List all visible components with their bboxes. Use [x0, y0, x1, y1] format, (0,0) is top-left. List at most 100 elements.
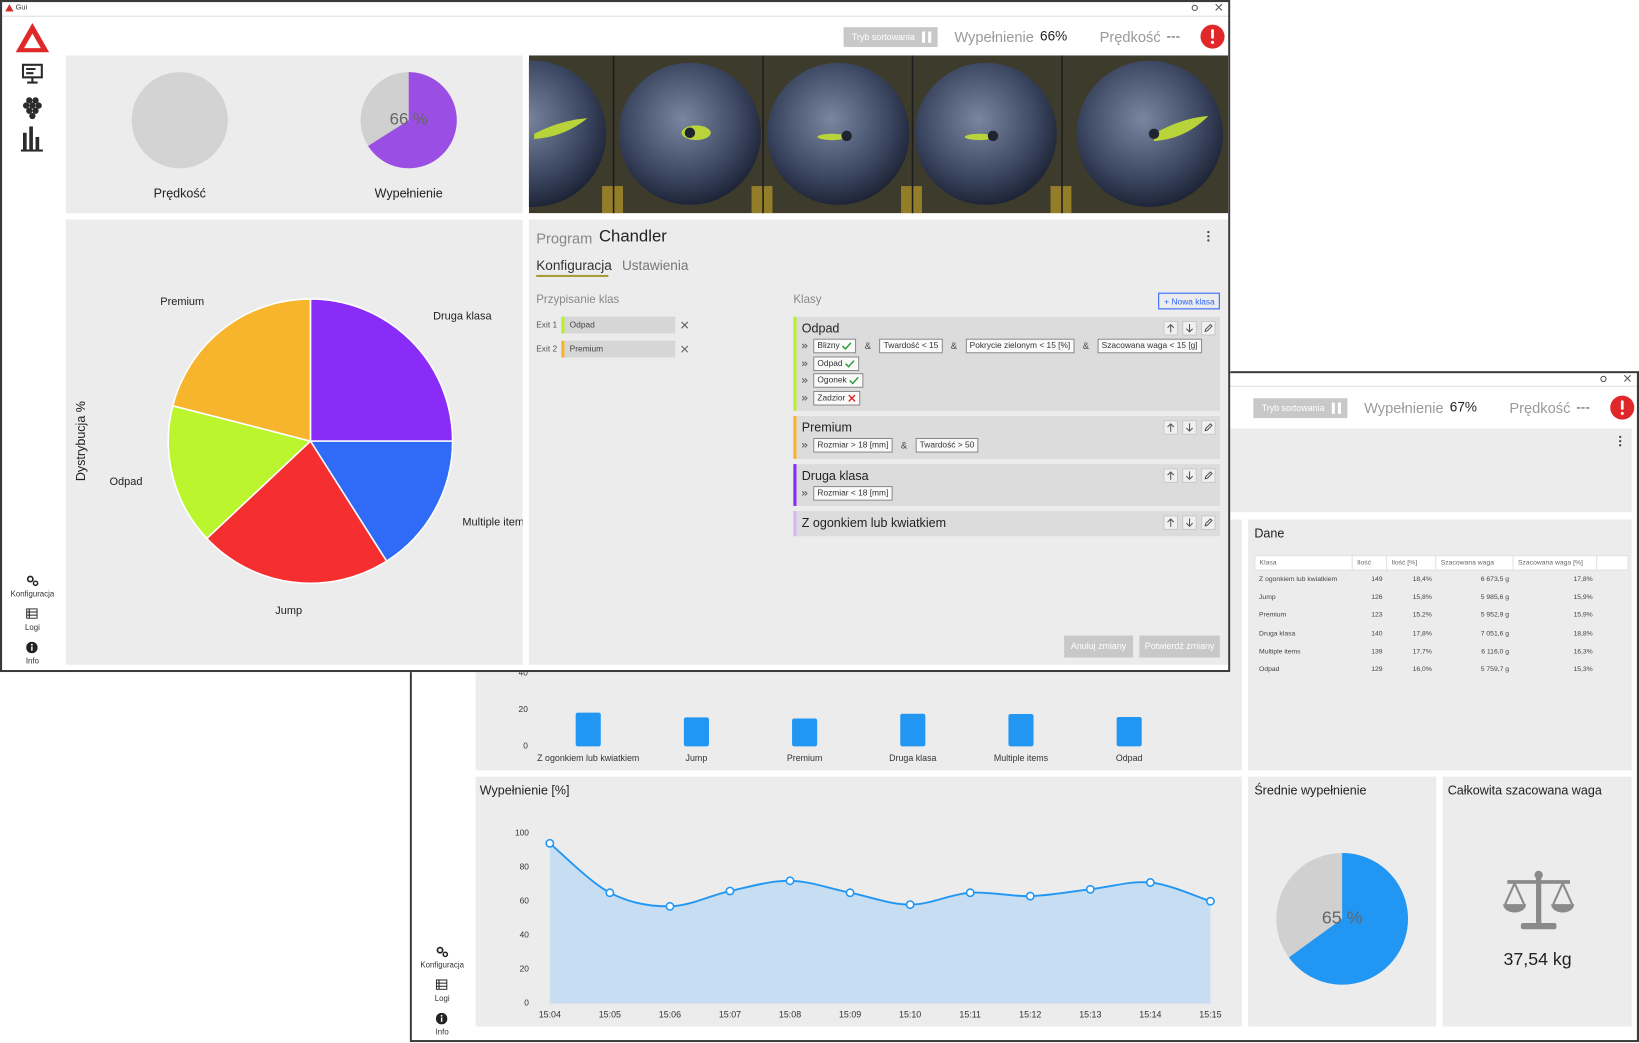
icon-shape — [1204, 518, 1213, 527]
y-axis-label: Dystrybucja % — [74, 401, 88, 481]
nav-icon[interactable] — [435, 1012, 448, 1025]
icon-shape — [20, 149, 43, 152]
nav-label[interactable]: Konfiguracja — [420, 960, 464, 970]
class-edit-button[interactable] — [1201, 467, 1216, 483]
window-controls[interactable] — [1188, 3, 1226, 12]
data-cell: 5 759,7 g — [1480, 665, 1510, 674]
exit-class-box[interactable]: Premium — [561, 340, 676, 358]
icon-shape — [1551, 904, 1575, 913]
class-up-button[interactable] — [1163, 320, 1179, 336]
icon — [1184, 323, 1194, 333]
action-button[interactable]: Anuluj zmiany — [1064, 635, 1134, 658]
rule-term: Rozmiar < 18 [mm] — [813, 485, 893, 501]
class-name: Z ogonkiem lub kwiatkiem — [801, 515, 947, 530]
icon-shape — [801, 378, 808, 384]
new-class-button[interactable]: + Nowa klasa — [1158, 292, 1220, 310]
alert-button[interactable] — [1610, 395, 1635, 420]
rule-term: Szacowana waga < 15 [g] — [1097, 338, 1202, 354]
class-card: Odpad Blizny & Twardość < 15 & Pokrycie zielo… — [793, 316, 1220, 411]
icon-shape — [1507, 880, 1571, 884]
sort-mode-button[interactable]: Tryb sortowania — [1253, 398, 1348, 419]
alert-button[interactable] — [1200, 24, 1225, 49]
data-cell: 7 051,6 g — [1480, 629, 1510, 638]
x-tick-label: Jump — [686, 753, 708, 763]
data-row: Odpad 129 16,0% 5 759,7 g 15,3% — [1255, 661, 1628, 679]
nav-label[interactable]: Logi — [434, 993, 450, 1004]
icon-shape — [1167, 423, 1175, 432]
exit-class-box[interactable]: Odpad — [561, 316, 676, 334]
nav-icon[interactable] — [435, 979, 448, 990]
rule-bullet — [801, 442, 808, 449]
side-nav-icons[interactable] — [15, 22, 51, 158]
class-edit-button[interactable] — [1201, 420, 1216, 435]
nav-label[interactable]: Info — [435, 1027, 449, 1037]
bar — [683, 717, 709, 747]
data-cell: 149 — [1371, 576, 1383, 584]
sort-mode-button[interactable]: Tryb sortowania — [843, 27, 938, 48]
tab[interactable]: Konfiguracja — [536, 257, 612, 274]
total-weight-panel: Całkowita szacowana waga 37,54 kg — [1442, 776, 1632, 1027]
nav-icon[interactable] — [26, 608, 38, 619]
icon-shape — [1186, 470, 1194, 480]
icon-shape — [32, 107, 39, 114]
icon-shape — [1534, 870, 1543, 880]
icon-shape — [440, 1017, 443, 1022]
program-label: Program — [536, 229, 593, 247]
icon-shape — [681, 321, 689, 329]
rule-row: Blizny & Twardość < 15 & Pokrycie zielonym <… — [801, 338, 1214, 355]
pause-icon — [921, 31, 932, 43]
nav-label[interactable]: Konfiguracja — [10, 589, 55, 599]
icon-shape — [1204, 423, 1213, 432]
rule-term-text: Twardość > 50 — [919, 440, 975, 450]
nav-label[interactable]: Info — [25, 656, 39, 666]
class-edit-button[interactable] — [1201, 515, 1216, 530]
class-card: Z ogonkiem lub kwiatkiem — [793, 511, 1220, 537]
icon-shape — [1210, 40, 1215, 44]
class-down-button[interactable] — [1182, 420, 1197, 435]
panel-title: Dane — [1254, 525, 1285, 541]
y-tick-label: 20 — [519, 704, 529, 714]
icon — [1184, 517, 1194, 528]
rule-term-text: Ogonek — [817, 375, 847, 385]
nav-icon[interactable] — [26, 641, 38, 654]
class-down-button[interactable] — [1182, 320, 1197, 336]
class-down-button[interactable] — [1182, 515, 1197, 530]
remove-button[interactable] — [680, 345, 689, 353]
class-up-button[interactable] — [1163, 420, 1179, 435]
nav-icon[interactable] — [26, 575, 39, 587]
icon-shape — [845, 359, 855, 368]
data-cell: 16,0% — [1412, 665, 1432, 674]
nav-label[interactable]: Logi — [24, 622, 40, 633]
exit-class: Premium — [569, 344, 604, 354]
rule-operator: & — [950, 341, 958, 352]
y-tick-label: 40 — [519, 667, 529, 677]
icon-shape — [849, 377, 859, 385]
class-up-button[interactable] — [1163, 515, 1179, 530]
x-tick-label: 15:14 — [1139, 1009, 1161, 1019]
class-down-button[interactable] — [1182, 467, 1197, 483]
icon — [1165, 517, 1175, 527]
data-row: Jump 126 15,8% 5 985,6 g 15,9% — [1255, 589, 1628, 607]
menu-button[interactable] — [1205, 230, 1211, 243]
data-cell: 18,8% — [1573, 629, 1593, 638]
icon-shape — [32, 97, 39, 104]
data-panel: Dane Klasa Ilość Ilość [%] Szacowana waga Sz… — [1248, 519, 1632, 771]
icon-shape — [1186, 324, 1194, 333]
class-up-button[interactable] — [1163, 467, 1179, 483]
nav-icon[interactable] — [436, 946, 449, 958]
action-button[interactable]: Potwierdź zmiany — [1139, 635, 1220, 658]
menu-button[interactable] — [1617, 435, 1623, 448]
window-controls[interactable] — [1597, 374, 1635, 383]
icon-shape — [26, 608, 38, 619]
icon — [1203, 323, 1213, 333]
header-cell: Szacowana waga — [1435, 555, 1514, 571]
remove-button[interactable] — [680, 321, 689, 329]
header-cell: Ilość — [1351, 555, 1388, 571]
header-cell: Klasa — [1254, 555, 1353, 571]
icon-shape — [928, 31, 932, 43]
rule-operator: & — [900, 440, 908, 451]
tab[interactable]: Ustawienia — [621, 257, 689, 274]
icon-shape — [751, 186, 773, 214]
class-edit-button[interactable] — [1201, 320, 1216, 336]
icon-shape — [1207, 230, 1210, 234]
